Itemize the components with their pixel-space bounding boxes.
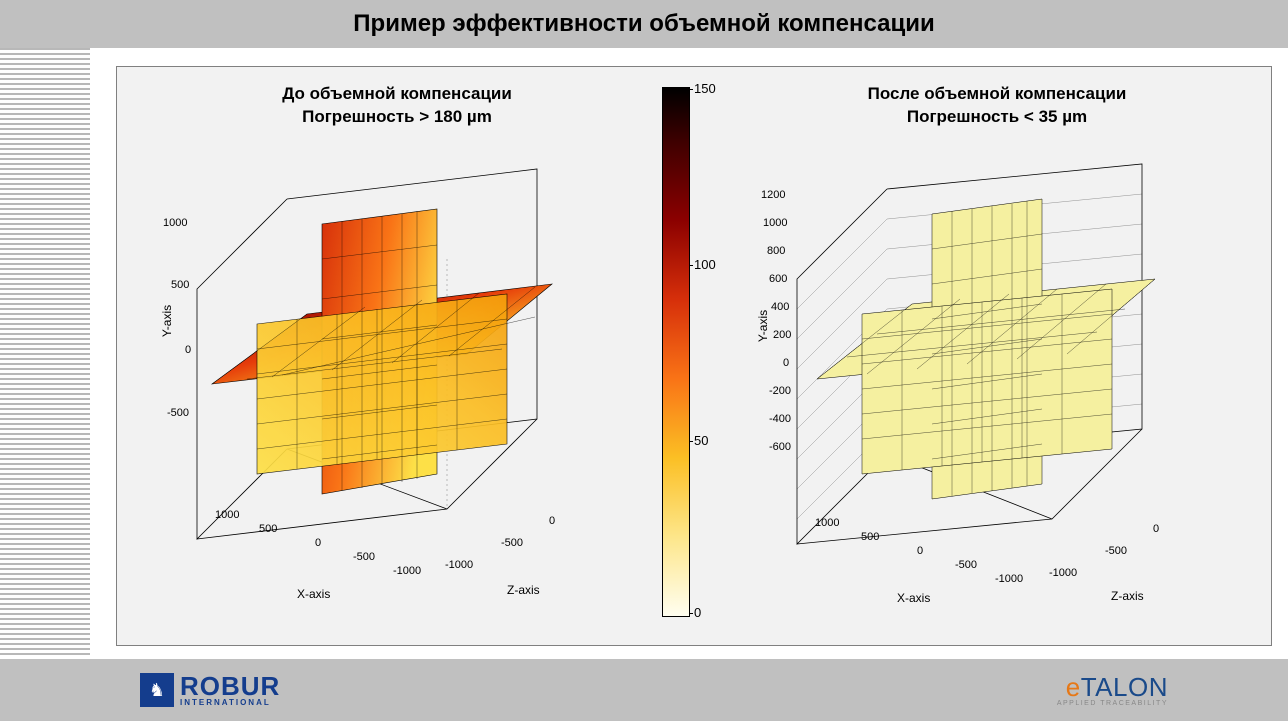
x-tick: 500 xyxy=(259,523,277,535)
etalon-prefix: e xyxy=(1066,672,1081,702)
x-tick: -1000 xyxy=(393,565,421,577)
knight-icon: ♞ xyxy=(149,680,165,701)
etalon-name: eTALON xyxy=(1066,674,1168,700)
slide-title: Пример эффективности объемной компенсаци… xyxy=(353,10,934,38)
etalon-sub: APPLIED TRACEABILITY xyxy=(1057,700,1168,707)
x-tick: -500 xyxy=(955,559,977,571)
chart-before-title: До объемной компенсации Погрешность > 18… xyxy=(137,83,657,129)
x-tick: -500 xyxy=(353,551,375,563)
y-tick: 0 xyxy=(185,344,191,356)
y-axis-label: Y-axis xyxy=(756,310,770,342)
y-tick: 0 xyxy=(783,357,789,369)
z-tick: -500 xyxy=(1105,545,1127,557)
y-tick: 1000 xyxy=(763,217,787,229)
z-axis-label: Z-axis xyxy=(507,583,540,597)
y-tick: 500 xyxy=(171,279,189,291)
y-tick: 400 xyxy=(771,301,789,313)
chart-before-title-line1: До объемной компенсации xyxy=(282,84,512,103)
colorbar: 150 100 50 0 xyxy=(662,87,732,617)
colorbar-gradient xyxy=(662,87,690,617)
y-tick: -200 xyxy=(769,385,791,397)
z-tick: 0 xyxy=(1153,523,1159,535)
chart-after-title: После объемной компенсации Погрешность <… xyxy=(737,83,1257,129)
y-tick: 600 xyxy=(769,273,787,285)
main-panel: До объемной компенсации Погрешность > 18… xyxy=(116,66,1272,646)
chart-after: После объемной компенсации Погрешность <… xyxy=(737,83,1257,599)
chart-after-plot: 1200 1000 800 600 400 200 0 -200 -400 -6… xyxy=(757,139,1237,599)
chart-before-plot: 1000 500 0 -500 Y-axis 1000 500 0 -500 -… xyxy=(157,139,637,599)
chart-before: До объемной компенсации Погрешность > 18… xyxy=(137,83,657,599)
x-axis-label: X-axis xyxy=(297,587,330,601)
x-tick: -1000 xyxy=(995,573,1023,585)
x-tick: 0 xyxy=(917,545,923,557)
chart-before-title-line2: Погрешность > 180 µm xyxy=(302,107,492,126)
colorbar-tick: 0 xyxy=(694,605,701,620)
y-tick: 1200 xyxy=(761,189,785,201)
robur-sub: INTERNATIONAL xyxy=(180,699,280,707)
robur-icon: ♞ xyxy=(140,673,174,707)
chart-after-title-line1: После объемной компенсации xyxy=(868,84,1127,103)
y-tick: -600 xyxy=(769,441,791,453)
slide-title-bar: Пример эффективности объемной компенсаци… xyxy=(0,0,1288,48)
y-tick: -500 xyxy=(167,407,189,419)
x-axis-label: X-axis xyxy=(897,591,930,605)
etalon-rest: TALON xyxy=(1081,672,1168,702)
left-decoration-stripes xyxy=(0,48,90,658)
y-tick: 200 xyxy=(773,329,791,341)
x-tick: 500 xyxy=(861,531,879,543)
logo-etalon: eTALON APPLIED TRACEABILITY xyxy=(1057,674,1168,707)
z-tick: -500 xyxy=(501,537,523,549)
z-tick: -1000 xyxy=(445,559,473,571)
logo-robur: ♞ ROBUR INTERNATIONAL xyxy=(140,673,280,707)
z-axis-label: Z-axis xyxy=(1111,589,1144,603)
z-tick: 0 xyxy=(549,515,555,527)
z-tick: -1000 xyxy=(1049,567,1077,579)
x-tick: 0 xyxy=(315,537,321,549)
y-tick: -400 xyxy=(769,413,791,425)
colorbar-tick: 50 xyxy=(694,433,708,448)
y-axis-label: Y-axis xyxy=(160,305,174,337)
y-tick: 800 xyxy=(767,245,785,257)
colorbar-tick: 150 xyxy=(694,81,716,96)
robur-name: ROBUR xyxy=(180,673,280,699)
y-tick: 1000 xyxy=(163,217,187,229)
colorbar-tick: 100 xyxy=(694,257,716,272)
x-tick: 1000 xyxy=(215,509,239,521)
chart-after-title-line2: Погрешность < 35 µm xyxy=(907,107,1087,126)
x-tick: 1000 xyxy=(815,517,839,529)
footer-bar: ♞ ROBUR INTERNATIONAL eTALON APPLIED TRA… xyxy=(0,659,1288,721)
